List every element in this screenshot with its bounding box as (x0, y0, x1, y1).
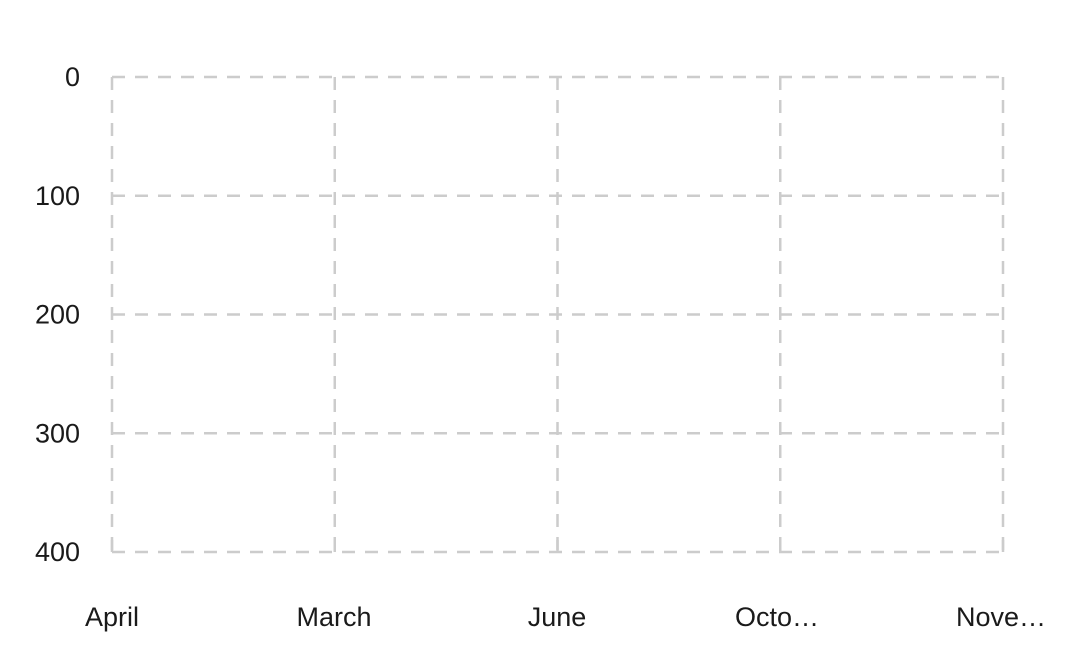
x-tick-label: March (296, 602, 371, 632)
x-tick-label: June (528, 602, 587, 632)
y-tick-label: 200 (35, 300, 80, 330)
x-axis: April March June Octo… Nove… (85, 602, 1046, 632)
grid (110, 75, 1005, 554)
y-tick-label: 100 (35, 181, 80, 211)
y-tick-label: 300 (35, 418, 80, 448)
x-tick-label: April (85, 602, 139, 632)
x-tick-label: Octo… (735, 602, 819, 632)
y-tick-label: 0 (65, 62, 80, 92)
y-tick-label: 400 (35, 537, 80, 567)
x-tick-label: Nove… (956, 602, 1046, 632)
y-axis: 0 100 200 300 400 (35, 62, 80, 567)
